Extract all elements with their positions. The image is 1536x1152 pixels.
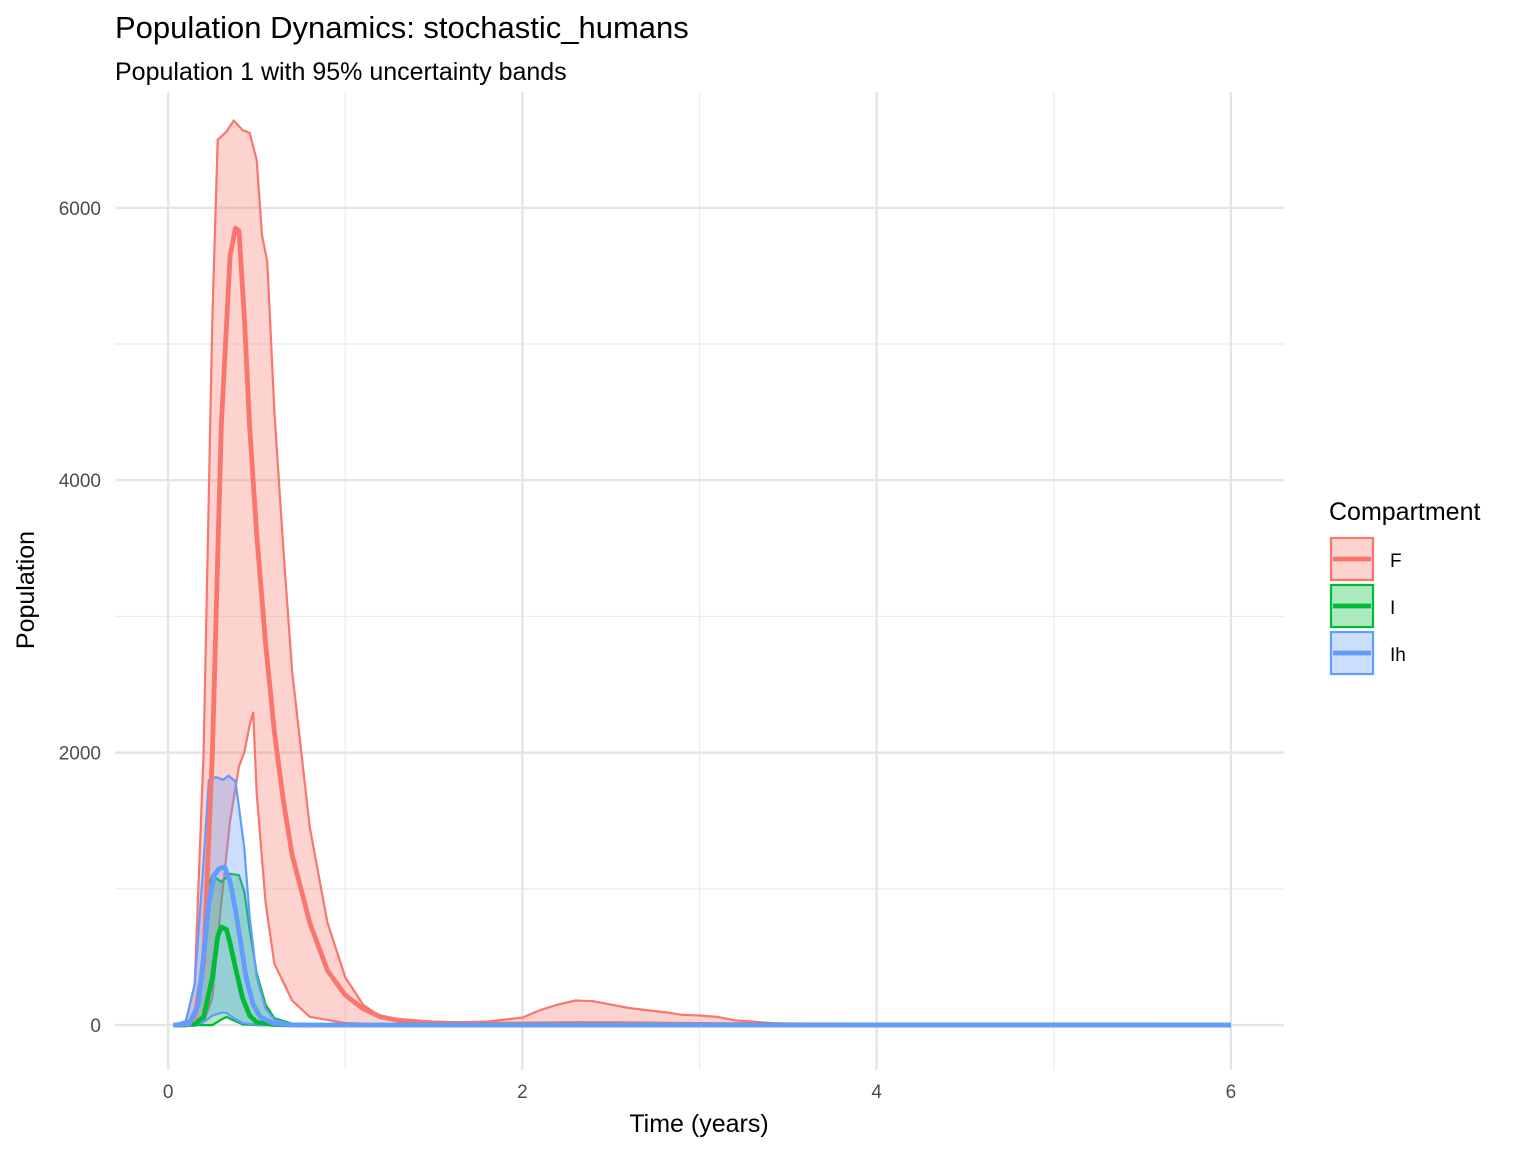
y-tick-label: 4000 [59,471,101,492]
chart-subtitle: Population 1 with 95% uncertainty bands [115,58,567,86]
band-upper-ih [173,774,1231,1027]
x-tick-label: 4 [871,1082,882,1103]
x-axis-ticks: 0 2 4 6 [163,1082,1236,1103]
y-axis-ticks: 0 2000 4000 6000 [59,199,101,1037]
x-tick-label: 0 [163,1082,174,1103]
x-axis-title: Time (years) [629,1110,768,1138]
band-area-f [173,120,1231,1026]
y-tick-label: 0 [90,1016,101,1037]
band-upper-f [173,118,1231,1027]
chart-title: Population Dynamics: stochastic_humans [115,10,689,45]
median-line-i [173,924,1231,1028]
x-tick-label: 6 [1226,1082,1237,1103]
median-lines [173,225,1231,1028]
median-line-f [173,225,1231,1028]
legend-label-i: I [1390,598,1395,619]
legend-label-f: F [1390,551,1402,572]
legend: Compartment F I Ih [1329,498,1480,676]
legend-title: Compartment [1329,498,1480,526]
x-tick-label: 2 [517,1082,528,1103]
median-line-ih [173,864,1231,1028]
y-tick-label: 6000 [59,199,101,220]
y-tick-label: 2000 [59,744,101,765]
y-axis-title: Population [12,531,40,649]
legend-label-ih: Ih [1390,645,1406,666]
